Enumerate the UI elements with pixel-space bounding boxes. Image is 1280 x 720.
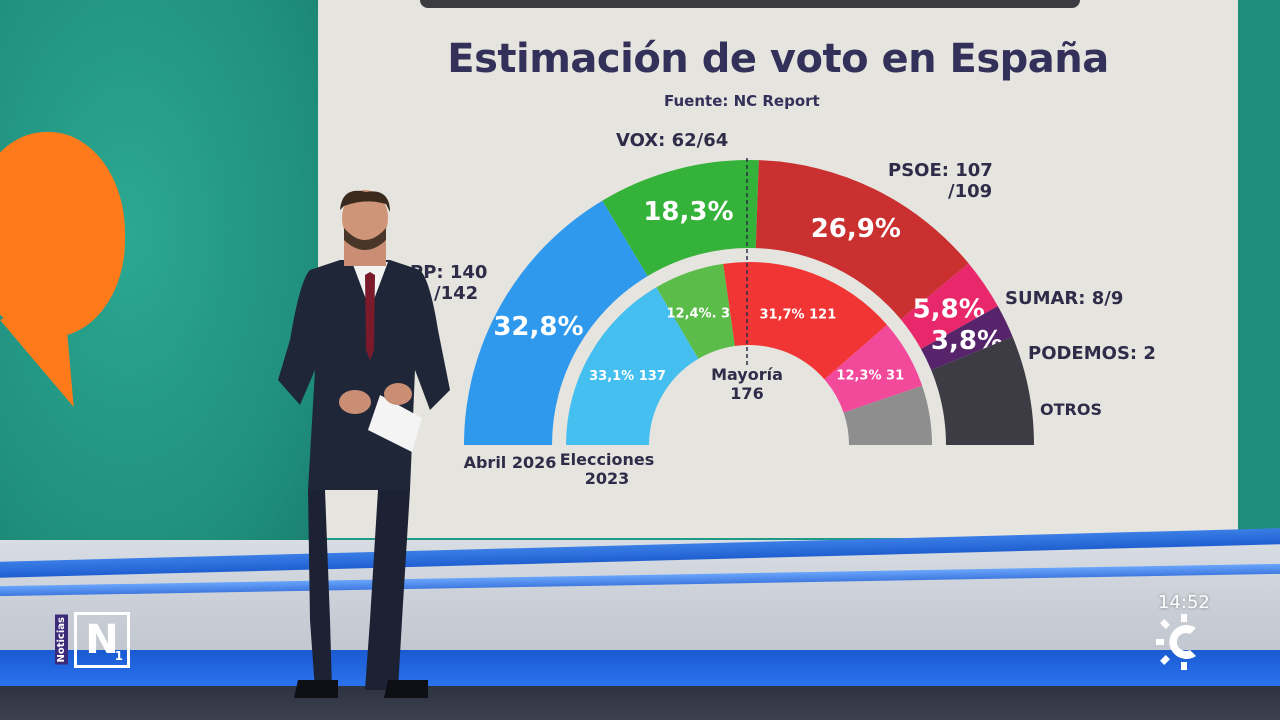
segment-inner-otros — [843, 385, 932, 445]
floor-reflection — [0, 686, 1280, 720]
segment-inner-vox — [656, 263, 735, 359]
label-psoe-line1: PSOE: 107 — [888, 160, 993, 181]
segment-label-outer-psoe: 26,9% — [811, 214, 901, 244]
label-psoe-line2: /109 — [948, 181, 993, 202]
segment-label-outer-vox: 18,3% — [643, 197, 733, 227]
majority-label-value: 176 — [730, 384, 764, 403]
chart-source: Fuente: NC Report — [664, 92, 820, 110]
floor-light-stripe-3 — [0, 650, 1280, 686]
label-pp: PP: 140 /142 — [410, 262, 487, 304]
segment-outer-vox — [602, 160, 759, 277]
label-podemos: PODEMOS: 2 — [1028, 343, 1156, 364]
canal-sur-logo-icon — [1156, 614, 1196, 670]
label-sumar: SUMAR: 8/9 — [1005, 288, 1124, 309]
series-label-2023: Elecciones 2023 — [552, 450, 662, 488]
majority-label-text: Mayoría — [711, 365, 783, 384]
segment-label-inner-pp: 33,1% 137 — [589, 369, 666, 384]
segment-outer-podemos — [921, 306, 1013, 371]
channel-logo-noticias: Noticias N 1 — [55, 612, 130, 668]
inner-ring-2023: 33,1% 137 12,4%. 33 31,7% 121 12,3% 31 — [566, 262, 932, 445]
video-wall-top-frame — [420, 0, 1080, 8]
segment-label-inner-vox: 12,4%. 33 — [666, 306, 739, 321]
segment-outer-sumar — [900, 263, 998, 350]
segment-outer-otros — [931, 336, 1034, 445]
label-pp-line1: PP: 140 — [410, 262, 488, 283]
logo-n-box: N 1 — [74, 612, 130, 668]
label-vox: VOX: 62/64 — [616, 130, 729, 151]
logo-number: 1 — [114, 649, 123, 663]
segment-inner-psoe — [723, 262, 888, 380]
segment-outer-psoe — [755, 160, 969, 320]
label-pp-line2: /142 — [434, 283, 479, 304]
chart-title: Estimación de voto en España — [447, 36, 1109, 82]
broadcast-clock: 14:52 — [1158, 592, 1210, 613]
segment-label-inner-psoe: 31,7% 121 — [759, 307, 836, 322]
segment-label-inner-sumar: 12,3% 31 — [836, 369, 904, 384]
speech-bubble-icon — [0, 132, 125, 337]
segment-inner-pp — [566, 287, 699, 445]
outer-ring-2026: 32,8%18,3%26,9%5,8%3,8% — [464, 160, 1034, 445]
segment-outer-pp — [464, 200, 648, 445]
logo-letter: N — [85, 617, 119, 663]
majority-label: Mayoría 176 — [692, 365, 802, 403]
segment-inner-sumar — [824, 324, 923, 413]
segment-label-outer-pp: 32,8% — [493, 312, 583, 342]
studio-wall-right — [1235, 0, 1280, 560]
series-label-2026: Abril 2026 — [463, 453, 557, 472]
label-psoe: PSOE: 107 /109 — [888, 160, 993, 202]
series-label-2023-line2: 2023 — [584, 469, 630, 488]
presenter — [278, 190, 450, 698]
label-otros: OTROS — [1040, 400, 1102, 419]
series-label-2023-line1: Elecciones — [559, 450, 655, 469]
segment-label-outer-sumar: 5,8% — [913, 294, 985, 324]
logo-vertical-text: Noticias — [55, 615, 68, 665]
